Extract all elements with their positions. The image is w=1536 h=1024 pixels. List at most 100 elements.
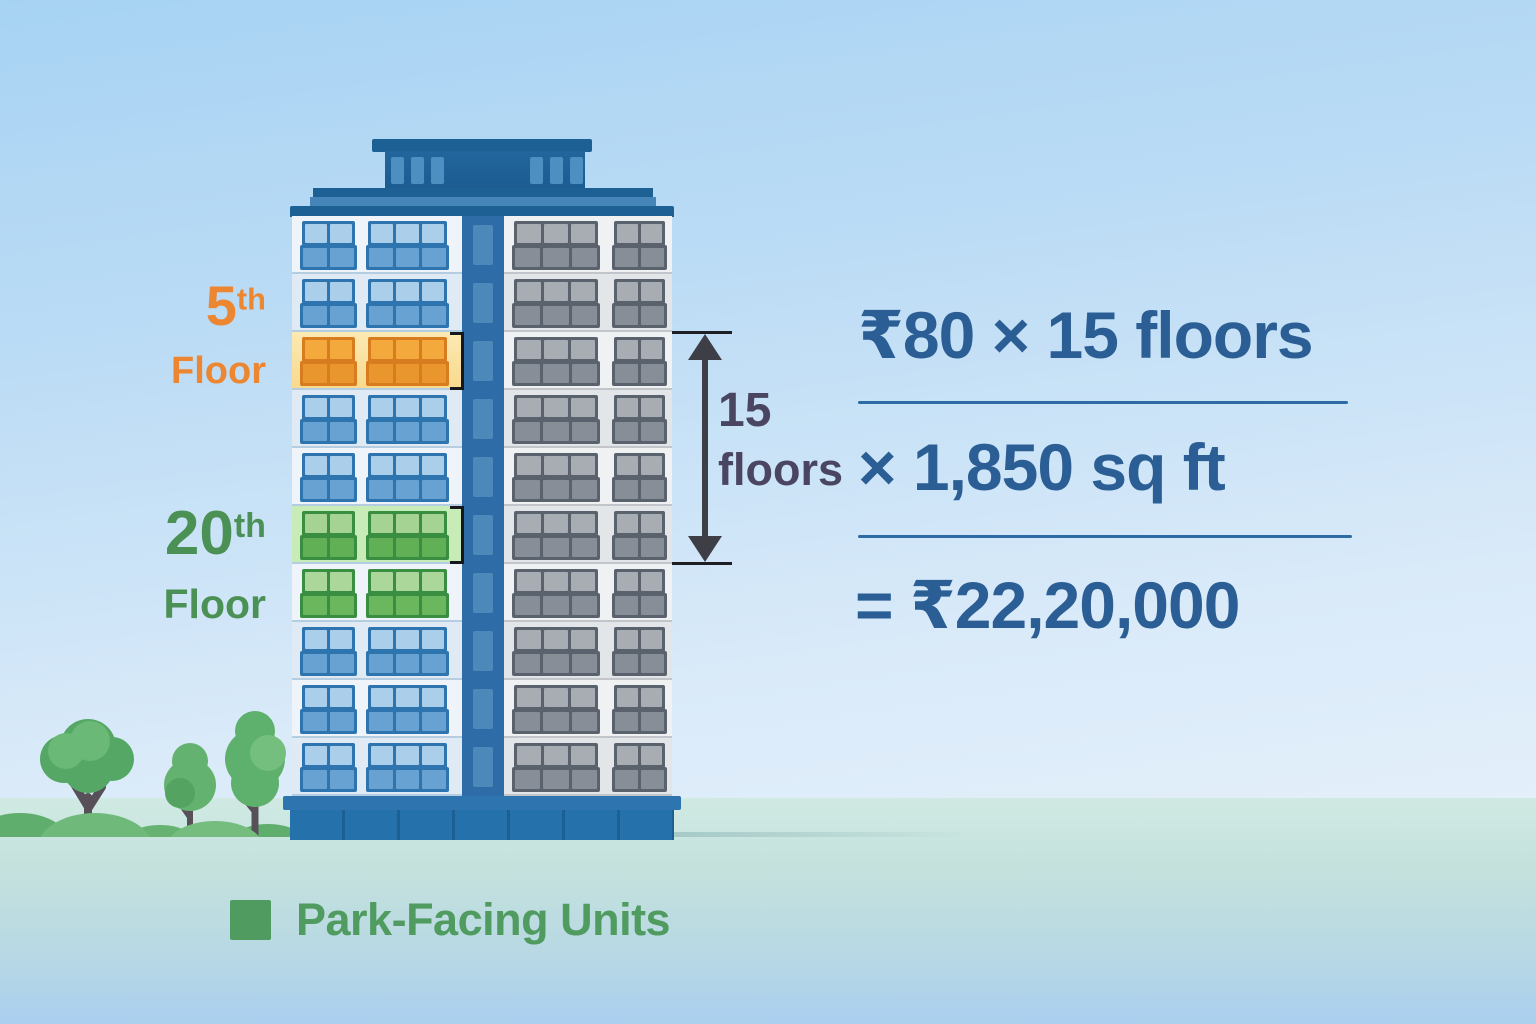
elevator-window <box>473 225 493 265</box>
window-unit <box>612 564 667 622</box>
window-upper <box>302 685 355 710</box>
arrow-head-down-icon <box>688 536 722 562</box>
floor-row <box>504 564 672 622</box>
elevator-window <box>473 341 493 381</box>
floor-row <box>504 216 672 274</box>
balcony-lower <box>300 361 357 386</box>
window-pane <box>421 572 444 591</box>
window-pane <box>544 514 568 533</box>
window-unit <box>300 738 357 796</box>
window-pane <box>517 630 541 649</box>
window-pane <box>517 340 541 359</box>
balcony-pane <box>641 306 664 325</box>
window-pane <box>641 746 662 765</box>
formula-line-rate: ₹80 × 15 floors <box>858 298 1314 372</box>
window-pane <box>544 630 568 649</box>
balcony-pane <box>369 306 393 325</box>
window-pane <box>421 746 444 765</box>
balcony-pane <box>615 712 638 731</box>
window-upper <box>514 395 598 420</box>
balcony-pane <box>330 770 354 789</box>
balcony-pane <box>641 712 664 731</box>
window-unit <box>512 216 600 274</box>
balcony-pane <box>615 538 638 557</box>
base-ledge <box>283 796 681 810</box>
window-pane <box>305 630 327 649</box>
balcony-pane <box>422 538 447 557</box>
balcony-pane <box>571 654 597 673</box>
highlight-bracket-20th <box>450 506 464 564</box>
window-pane <box>641 630 662 649</box>
window-pane <box>571 224 595 243</box>
balcony-pane <box>330 480 354 499</box>
window-pane <box>396 514 419 533</box>
window-pane <box>330 340 352 359</box>
window-pane <box>421 630 444 649</box>
elevator-window <box>473 457 493 497</box>
window-upper <box>368 743 447 768</box>
window-unit <box>612 390 667 448</box>
balcony-lower <box>612 709 667 734</box>
balcony-pane <box>369 596 393 615</box>
balcony-pane <box>571 364 597 383</box>
dimension-tick-bottom <box>672 562 732 565</box>
floor-20-label: 20th Floor <box>106 503 266 628</box>
balcony-pane <box>641 538 664 557</box>
balcony-lower <box>612 651 667 676</box>
balcony-lower <box>300 419 357 444</box>
window-unit <box>366 622 449 680</box>
dimension-tick-top <box>672 331 732 334</box>
floor-row <box>504 448 672 506</box>
window-upper <box>514 453 598 478</box>
balcony-pane <box>303 770 327 789</box>
window-upper <box>614 627 665 652</box>
balcony-pane <box>615 654 638 673</box>
window-unit <box>612 680 667 738</box>
balcony-pane <box>641 248 664 267</box>
floor-20-suffix: th <box>233 506 266 545</box>
balcony-lower <box>612 593 667 618</box>
window-pane <box>396 398 419 417</box>
floor-row <box>292 274 462 332</box>
window-upper <box>514 337 598 362</box>
window-unit <box>366 680 449 738</box>
penthouse-window <box>391 157 404 184</box>
elevator-window <box>473 631 493 671</box>
balcony-pane <box>571 248 597 267</box>
balcony-pane <box>330 654 354 673</box>
elevator-window <box>473 399 493 439</box>
balcony-lower <box>612 361 667 386</box>
elevator-window <box>473 283 493 323</box>
window-upper <box>614 685 665 710</box>
window-unit <box>512 622 600 680</box>
elevator-window <box>473 515 493 555</box>
window-pane <box>641 224 662 243</box>
floor-row <box>292 332 462 390</box>
balcony-pane <box>543 712 569 731</box>
balcony-pane <box>641 596 664 615</box>
window-pane <box>421 224 444 243</box>
balcony-pane <box>543 596 569 615</box>
balcony-pane <box>543 364 569 383</box>
window-pane <box>305 688 327 707</box>
balcony-lower <box>612 767 667 792</box>
balcony-pane <box>422 480 447 499</box>
window-upper <box>514 627 598 652</box>
window-pane <box>330 456 352 475</box>
window-upper <box>614 395 665 420</box>
window-pane <box>517 514 541 533</box>
window-pane <box>571 282 595 301</box>
balcony-pane <box>641 654 664 673</box>
floor-row <box>292 448 462 506</box>
floor-20-number: 20 <box>164 499 234 568</box>
balcony-pane <box>422 306 447 325</box>
balcony-pane <box>543 422 569 441</box>
balcony-pane <box>330 712 354 731</box>
window-pane <box>617 688 638 707</box>
window-pane <box>617 746 638 765</box>
balcony-lower <box>366 245 449 270</box>
balcony-pane <box>422 712 447 731</box>
balcony-pane <box>422 596 447 615</box>
balcony-pane <box>369 712 393 731</box>
window-pane <box>517 398 541 417</box>
